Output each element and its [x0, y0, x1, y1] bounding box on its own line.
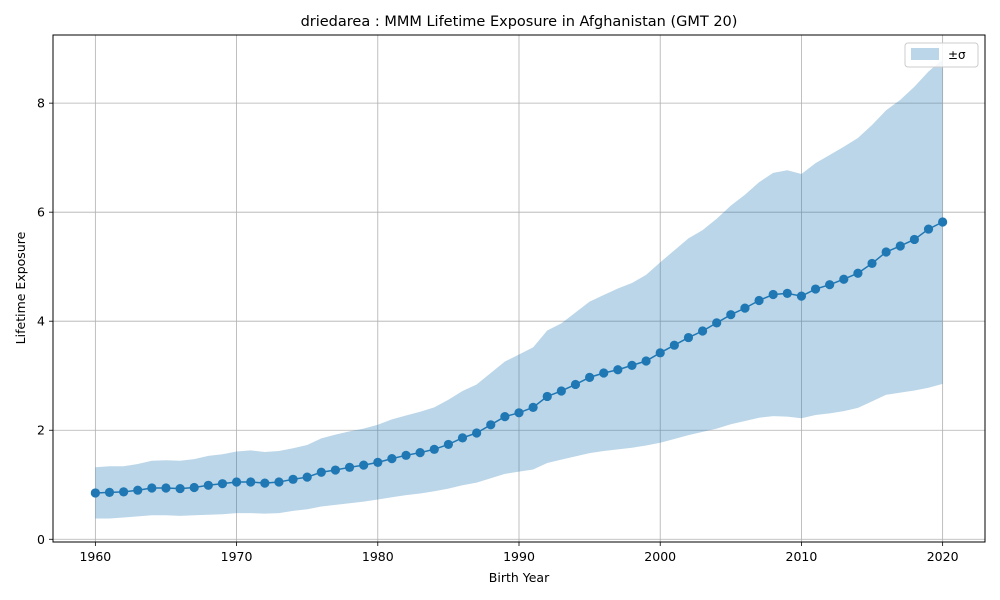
data-point	[486, 420, 496, 430]
data-point	[712, 318, 722, 328]
data-point	[867, 258, 877, 269]
data-point	[514, 408, 524, 418]
data-point	[556, 386, 566, 396]
data-point	[359, 460, 369, 470]
data-point	[133, 485, 143, 495]
data-point	[542, 391, 552, 402]
data-point	[627, 360, 637, 370]
data-point	[881, 247, 891, 257]
data-point	[401, 450, 411, 460]
data-point	[570, 379, 581, 390]
y-tick-label: 4	[37, 314, 45, 329]
x-tick-label: 1970	[221, 549, 253, 564]
data-point	[683, 332, 694, 343]
data-point	[288, 474, 298, 484]
data-point	[909, 234, 919, 245]
data-point	[613, 365, 623, 375]
points-layer	[90, 217, 948, 498]
y-axis-label: Lifetime Exposure	[13, 231, 28, 344]
data-point	[796, 291, 807, 301]
data-point	[147, 483, 157, 493]
data-point	[853, 268, 863, 278]
data-point	[923, 224, 934, 234]
x-tick-label: 2020	[927, 549, 959, 564]
data-point	[754, 295, 764, 306]
data-point	[697, 326, 708, 336]
data-point	[217, 479, 228, 489]
x-tick-label: 2000	[644, 549, 676, 564]
x-tick-label: 2010	[786, 549, 818, 564]
data-point	[175, 483, 185, 494]
data-point	[528, 402, 538, 412]
data-point	[415, 447, 425, 458]
data-point	[260, 478, 270, 488]
y-tick-label: 0	[37, 532, 45, 547]
data-point	[839, 274, 849, 284]
y-tick-label: 8	[37, 96, 45, 111]
legend: ±σ	[904, 42, 979, 68]
data-point	[330, 465, 341, 475]
legend-band-swatch	[911, 48, 939, 60]
sigma-band	[95, 59, 943, 519]
data-point	[768, 289, 778, 300]
data-point	[740, 303, 750, 313]
data-point	[246, 477, 256, 487]
data-point	[472, 428, 482, 438]
data-point	[669, 340, 679, 350]
y-tick-label: 2	[37, 423, 45, 438]
ticks-layer: 1960 1970 1980 1990 2000 2010 2020 0 2 4 6 8	[37, 96, 959, 564]
grid	[53, 35, 985, 542]
data-point	[655, 348, 665, 358]
data-point	[500, 412, 510, 422]
data-point	[189, 482, 199, 493]
data-point	[387, 453, 397, 464]
y-tick-label: 6	[37, 205, 45, 220]
chart-title: driedarea : MMM Lifetime Exposure in Afg…	[301, 14, 738, 30]
data-point	[457, 433, 468, 443]
x-tick-label: 1960	[79, 549, 111, 564]
data-point	[119, 487, 129, 497]
data-point	[443, 439, 453, 450]
band-layer	[95, 59, 943, 519]
data-point	[599, 368, 609, 378]
data-point	[90, 488, 100, 498]
data-point	[429, 444, 439, 454]
x-tick-label: 1980	[362, 549, 394, 564]
legend-box	[904, 42, 979, 68]
data-point	[316, 467, 326, 477]
data-point	[782, 288, 792, 299]
data-point	[231, 477, 242, 487]
legend-band-label: ±σ	[948, 48, 966, 62]
data-point	[726, 310, 736, 320]
data-point	[104, 487, 115, 497]
data-point	[302, 472, 312, 482]
data-point	[641, 356, 651, 366]
data-point	[344, 462, 355, 472]
data-point	[938, 217, 948, 227]
data-point	[373, 457, 383, 468]
data-point	[825, 280, 835, 290]
data-point	[895, 241, 905, 251]
data-point	[810, 284, 821, 294]
data-point	[585, 372, 595, 382]
data-point	[274, 477, 284, 487]
data-point	[203, 480, 213, 490]
x-tick-label: 1990	[503, 549, 535, 564]
x-axis-label: Birth Year	[489, 570, 550, 585]
data-point	[161, 483, 171, 493]
